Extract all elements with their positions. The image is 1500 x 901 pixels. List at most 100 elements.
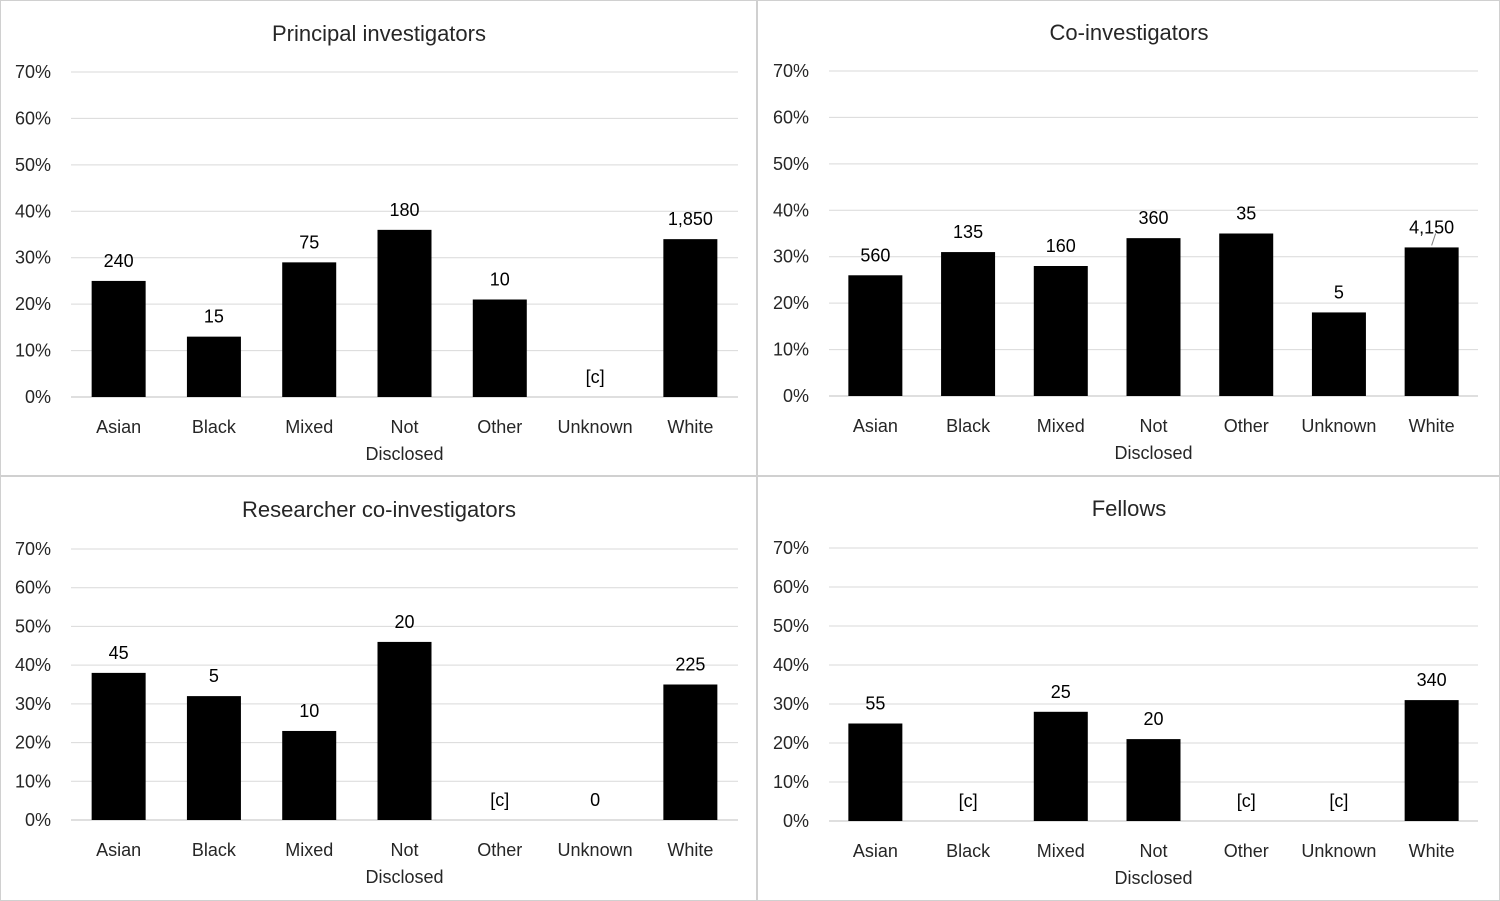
data-label-other: 35 — [1236, 204, 1256, 224]
chart-panel-fellows: Fellows 0% 10% 20% 30% 40% 50% 60% 70% 55 Asian [c]… — [757, 476, 1500, 901]
bar-black — [941, 252, 996, 396]
x-tick-label: Unknown — [1301, 841, 1376, 861]
chart-panel-principal-investigators: Principal investigators 0% 10% 20% 30% 40% 50%… — [0, 0, 757, 476]
y-tick-label: 0% — [783, 811, 809, 831]
bar-chart-svg: Fellows 0% 10% 20% 30% 40% 50% 60% 70% 55 Asian [c]… — [773, 496, 1478, 888]
y-tick-label: 60% — [773, 107, 809, 127]
x-tick-label: Not — [1139, 416, 1167, 436]
x-tick-label: Unknown — [558, 417, 633, 437]
data-label-white: 225 — [675, 655, 705, 675]
x-tick-label-line2: Disclosed — [365, 444, 443, 464]
data-label-white: 1,850 — [668, 209, 713, 229]
bar-other — [1219, 233, 1274, 396]
data-label-asian: 45 — [109, 643, 129, 663]
bar-chart-svg: Researcher co-investigators 0% 10% 20% 30% 40… — [15, 497, 738, 887]
bar-white — [1404, 700, 1459, 821]
bar-black — [186, 336, 241, 397]
y-tick-label: 40% — [15, 201, 51, 221]
x-tick-label: Not — [1139, 841, 1167, 861]
chart-title: Co-investigators — [1050, 20, 1209, 45]
x-tick-label: Black — [946, 841, 991, 861]
y-tick-label: 70% — [15, 539, 51, 559]
bar-not-disclosed — [1126, 238, 1181, 396]
bar-chart-svg: Co-investigators 0% 10% 20% 30% 40% 50% 60% 70% 5… — [773, 20, 1478, 463]
x-tick-label: Mixed — [285, 840, 333, 860]
y-tick-label: 50% — [773, 154, 809, 174]
bar-asian — [91, 672, 146, 820]
x-tick-label: Black — [192, 840, 237, 860]
x-tick-label: Mixed — [1037, 841, 1085, 861]
label-leader-line — [1431, 233, 1437, 246]
data-label-white: 4,150 — [1409, 217, 1454, 237]
y-tick-label: 10% — [773, 340, 809, 360]
chart-title: Principal investigators — [272, 21, 486, 46]
y-tick-label: 30% — [15, 248, 51, 268]
data-label-other: 10 — [490, 270, 510, 290]
bar-mixed — [1033, 711, 1088, 821]
y-tick-label: 20% — [15, 294, 51, 314]
data-label-mixed: 25 — [1051, 682, 1071, 702]
bar-white — [663, 239, 718, 397]
y-tick-label: 30% — [15, 694, 51, 714]
y-tick-label: 70% — [773, 61, 809, 81]
data-label-not-disclosed: 20 — [1143, 709, 1163, 729]
chart-title: Researcher co-investigators — [242, 497, 516, 522]
data-label-white: 340 — [1417, 670, 1447, 690]
x-tick-label: Asian — [96, 417, 141, 437]
bar-mixed — [282, 730, 337, 820]
chart-panel-researcher-co-investigators: Researcher co-investigators 0% 10% 20% 30% 40… — [0, 476, 757, 901]
bar-white — [663, 684, 718, 820]
y-tick-label: 0% — [25, 810, 51, 830]
x-tick-label: Black — [192, 417, 237, 437]
y-tick-label: 70% — [773, 538, 809, 558]
x-tick-label-line2: Disclosed — [1114, 443, 1192, 463]
data-label-asian: 55 — [865, 694, 885, 714]
data-label-black: [c] — [959, 791, 978, 811]
y-tick-label: 0% — [25, 387, 51, 407]
x-tick-label-line2: Disclosed — [365, 867, 443, 887]
data-label-unknown: [c] — [586, 367, 605, 387]
data-label-asian: 560 — [860, 245, 890, 265]
y-tick-label: 40% — [773, 655, 809, 675]
bar-asian — [848, 723, 903, 821]
y-tick-label: 0% — [783, 386, 809, 406]
bar-chart-svg: Principal investigators 0% 10% 20% 30% 40% 50%… — [15, 21, 738, 464]
bar-asian — [848, 275, 903, 396]
data-label-unknown: 5 — [1334, 282, 1344, 302]
x-tick-label: White — [1409, 841, 1455, 861]
y-tick-label: 30% — [773, 694, 809, 714]
x-tick-label: Not — [390, 417, 418, 437]
y-tick-label: 70% — [15, 62, 51, 82]
y-tick-label: 50% — [773, 616, 809, 636]
bar-black — [186, 696, 241, 820]
bar-asian — [91, 280, 146, 397]
x-tick-label: Asian — [853, 841, 898, 861]
data-label-unknown: [c] — [1329, 791, 1348, 811]
data-label-mixed: 10 — [299, 701, 319, 721]
x-tick-label: Other — [477, 840, 522, 860]
y-tick-label: 50% — [15, 616, 51, 636]
bar-mixed — [1033, 266, 1088, 396]
x-tick-label: White — [667, 417, 713, 437]
chart-title: Fellows — [1092, 496, 1167, 521]
y-tick-label: 20% — [773, 293, 809, 313]
data-label-mixed: 75 — [299, 232, 319, 252]
data-label-unknown: 0 — [590, 790, 600, 810]
y-tick-label: 60% — [15, 108, 51, 128]
data-label-other: [c] — [1237, 791, 1256, 811]
data-label-black: 5 — [209, 666, 219, 686]
y-tick-label: 40% — [15, 655, 51, 675]
bar-not-disclosed — [1126, 739, 1181, 821]
y-tick-label: 60% — [773, 577, 809, 597]
y-tick-label: 40% — [773, 200, 809, 220]
x-tick-label: Other — [1224, 841, 1269, 861]
x-tick-label: Unknown — [558, 840, 633, 860]
x-tick-label: Other — [1224, 416, 1269, 436]
bar-unknown — [1311, 312, 1366, 396]
data-label-black: 135 — [953, 222, 983, 242]
x-tick-label: Other — [477, 417, 522, 437]
y-tick-label: 30% — [773, 247, 809, 267]
x-tick-label-line2: Disclosed — [1114, 868, 1192, 888]
x-tick-label: Mixed — [1037, 416, 1085, 436]
x-tick-label: White — [1409, 416, 1455, 436]
